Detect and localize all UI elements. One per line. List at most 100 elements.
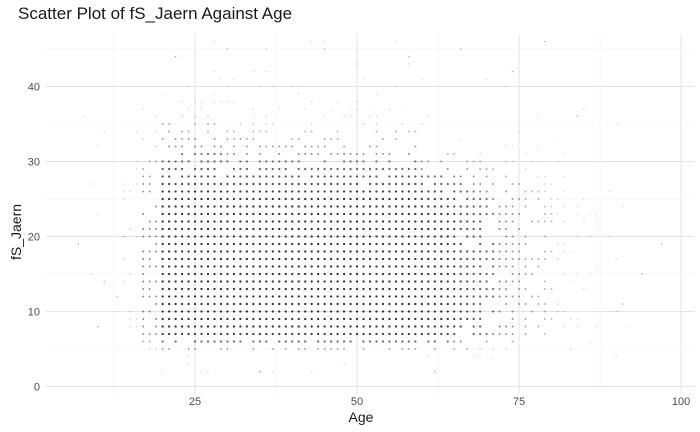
scatter-point (252, 280, 255, 283)
scatter-point (336, 100, 339, 103)
scatter-point (479, 257, 482, 261)
scatter-point (544, 318, 546, 320)
scatter-point (310, 265, 313, 268)
scatter-point (297, 167, 300, 171)
scatter-point (491, 212, 495, 216)
scatter-point (407, 205, 411, 208)
scatter-point (407, 153, 410, 155)
scatter-point (472, 205, 475, 208)
scatter-point (407, 287, 411, 291)
scatter-point (362, 175, 365, 178)
scatter-point (258, 153, 261, 155)
scatter-point (388, 340, 391, 343)
scatter-point (271, 182, 274, 186)
scatter-point (167, 205, 171, 208)
scatter-point (129, 318, 131, 320)
scatter-point (518, 250, 520, 253)
scatter-point (180, 317, 184, 321)
scatter-point (537, 258, 540, 260)
scatter-point (245, 317, 249, 321)
scatter-point (200, 250, 203, 253)
scatter-point (563, 205, 566, 208)
scatter-point (291, 325, 294, 328)
scatter-point (368, 287, 372, 291)
scatter-point (427, 287, 430, 291)
scatter-point (394, 287, 398, 291)
scatter-point (193, 227, 197, 231)
scatter-point (97, 325, 99, 328)
scatter-point (544, 288, 546, 290)
scatter-point (414, 235, 417, 238)
scatter-point (453, 212, 456, 216)
scatter-point (576, 325, 579, 328)
scatter-point (174, 167, 177, 171)
scatter-point (401, 302, 404, 306)
scatter-point (427, 332, 430, 336)
scatter-point (479, 212, 482, 216)
scatter-point (479, 197, 482, 201)
scatter-point (148, 258, 151, 260)
x-tick-label: 50 (351, 396, 363, 408)
scatter-point (193, 190, 197, 193)
scatter-point (621, 303, 624, 305)
scatter-point (174, 205, 177, 208)
scatter-point (167, 175, 171, 178)
scatter-point (297, 295, 300, 298)
scatter-point (505, 243, 508, 245)
scatter-point (206, 152, 210, 156)
scatter-point (381, 257, 385, 261)
scatter-point (505, 303, 508, 305)
scatter-point (317, 265, 320, 268)
scatter-point (213, 167, 216, 171)
scatter-point (200, 220, 203, 223)
scatter-point (167, 310, 171, 313)
scatter-point (297, 160, 300, 163)
scatter-point (219, 182, 223, 186)
scatter-point (291, 250, 294, 253)
scatter-point (219, 250, 223, 253)
scatter-point (355, 197, 359, 201)
scatter-point (200, 242, 203, 246)
scatter-point (479, 153, 481, 155)
scatter-point (427, 317, 430, 321)
scatter-point (193, 257, 197, 261)
scatter-point (206, 325, 210, 328)
scatter-point (200, 235, 203, 238)
scatter-point (382, 153, 384, 155)
scatter-point (193, 212, 197, 216)
scatter-point (537, 220, 540, 223)
scatter-point (563, 273, 566, 275)
scatter-point (317, 220, 320, 223)
scatter-point (414, 325, 417, 328)
scatter-point (187, 220, 190, 223)
scatter-point (408, 55, 410, 58)
scatter-point (342, 332, 346, 336)
scatter-point (336, 220, 339, 223)
scatter-point (375, 257, 378, 261)
scatter-point (291, 340, 294, 343)
scatter-point (161, 242, 164, 246)
scatter-point (407, 220, 411, 223)
scatter-point (265, 332, 268, 336)
scatter-point (420, 197, 423, 201)
scatter-point (174, 138, 177, 140)
scatter-point (388, 175, 391, 178)
scatter-point (271, 197, 274, 201)
scatter-point (187, 197, 190, 201)
scatter-point (323, 175, 326, 178)
scatter-point (135, 168, 138, 170)
scatter-point (362, 250, 365, 253)
scatter-point (142, 183, 145, 185)
scatter-point (362, 310, 365, 313)
scatter-point (440, 235, 443, 238)
scatter-point (368, 227, 372, 231)
scatter-point (252, 182, 255, 186)
scatter-point (440, 182, 443, 186)
scatter-point (258, 302, 261, 306)
scatter-point (453, 242, 456, 246)
scatter-point (310, 370, 313, 373)
scatter-point (181, 130, 184, 133)
scatter-point (446, 302, 449, 306)
scatter-point (323, 272, 326, 276)
scatter-point (401, 182, 404, 186)
